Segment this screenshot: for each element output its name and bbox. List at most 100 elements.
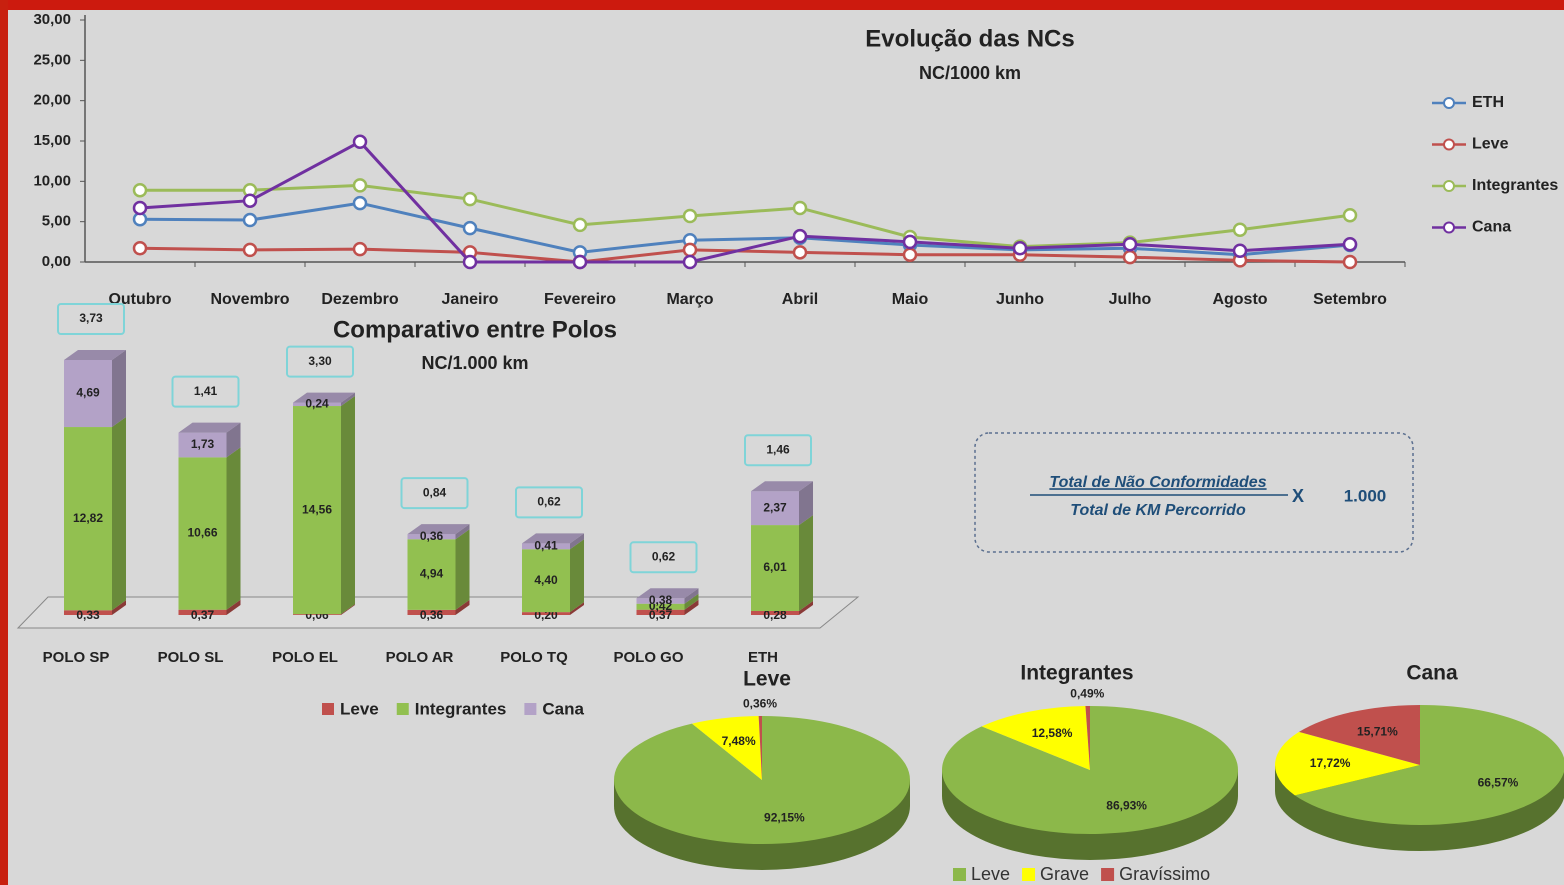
legend-label: Leve	[340, 699, 379, 718]
series-marker	[902, 247, 918, 262]
bar-segment	[178, 432, 227, 458]
bar-segment	[64, 360, 112, 428]
bar-value-label: 0,38	[649, 593, 673, 607]
x-tick-label: Junho	[996, 291, 1044, 308]
bar-value-label: 14,56	[302, 502, 332, 516]
pie-title: Integrantes	[1020, 662, 1133, 685]
x-tick-label: Outubro	[108, 291, 171, 308]
bar-top	[178, 422, 241, 433]
chart-subtitle: NC/1.000 km	[421, 353, 528, 373]
bar-side	[455, 529, 470, 610]
bar-side	[226, 422, 241, 458]
pie-slice	[758, 716, 762, 780]
bar-segment	[636, 603, 685, 610]
bar-top	[407, 524, 470, 535]
pie-value-label: 15,71%	[1357, 724, 1398, 738]
chart-subtitle: NC/1000 km	[919, 63, 1021, 83]
x-tick-label: POLO GO	[613, 649, 683, 666]
y-tick-label: 0,00	[42, 253, 71, 270]
bar-segment	[293, 614, 341, 615]
legend-marker	[1443, 180, 1455, 192]
series-marker	[352, 195, 368, 211]
x-tick-label: Maio	[892, 291, 929, 308]
total-label: 0,62	[537, 495, 561, 509]
bar-side	[226, 447, 241, 610]
chart-title: Evolução das NCs	[865, 25, 1074, 52]
bar-side	[799, 600, 813, 615]
total-box	[171, 375, 240, 408]
bar-segment	[751, 491, 799, 526]
x-tick-label: Agosto	[1212, 291, 1267, 308]
bar-side	[226, 599, 241, 615]
series-marker	[1122, 237, 1138, 252]
total-box	[400, 477, 469, 510]
bar-value-label: 0,37	[649, 608, 673, 622]
pie-slice	[692, 716, 762, 780]
bar-side	[570, 539, 584, 613]
bar-segment	[178, 457, 227, 610]
x-tick-label: Abril	[782, 291, 818, 308]
total-label: 0,84	[423, 485, 447, 499]
bar-top	[636, 588, 699, 599]
y-tick-label: 25,00	[33, 51, 71, 68]
series-marker	[462, 254, 478, 270]
bar-side	[799, 515, 813, 611]
x-tick-label: Setembro	[1313, 291, 1387, 308]
x-tick-label: POLO SP	[43, 649, 110, 666]
bar-side	[112, 417, 126, 611]
series-line	[139, 246, 1351, 264]
pie-value-label: 0,36%	[743, 697, 777, 711]
pie-slice	[1294, 705, 1564, 825]
formula-factor: 1.000	[1344, 486, 1387, 505]
bar-value-label: 10,66	[187, 526, 217, 540]
total-box	[286, 345, 354, 378]
bar-value-label: 12,82	[73, 511, 103, 525]
total-box	[515, 486, 583, 519]
formula-operator: X	[1292, 486, 1304, 506]
bar-segment	[293, 402, 341, 407]
bar-value-label: 6,01	[763, 560, 787, 574]
legend-label: Integrantes	[415, 699, 507, 718]
x-tick-label: POLO EL	[272, 649, 338, 666]
total-box	[744, 434, 812, 467]
x-tick-label: POLO AR	[386, 649, 454, 666]
bar-side	[341, 392, 355, 407]
legend-label: Cana	[542, 699, 584, 718]
pie-slice	[1275, 731, 1420, 796]
pie-slice	[941, 706, 1238, 834]
y-tick-label: 10,00	[33, 172, 71, 189]
series-marker	[1012, 241, 1028, 256]
series-marker	[792, 228, 808, 244]
bar-side	[684, 599, 699, 615]
bar-value-label: 0,36	[420, 529, 444, 543]
bar-segment	[522, 549, 570, 613]
series-marker	[1232, 222, 1248, 237]
series-marker	[132, 182, 148, 198]
bar-value-label: 0,36	[420, 608, 444, 622]
series-marker	[682, 208, 698, 224]
legend-label: Gravíssimo	[1119, 864, 1210, 884]
pie-value-label: 0,49%	[1070, 687, 1104, 701]
bar-top	[522, 533, 584, 544]
total-label: 0,62	[652, 549, 676, 563]
bar-value-label: 4,40	[534, 573, 558, 587]
formula-numerator: Total de Não Conformidades	[1049, 474, 1266, 491]
legend-label: Grave	[1040, 864, 1089, 884]
series-marker	[352, 178, 368, 193]
x-tick-label: Julho	[1109, 291, 1152, 308]
bar-value-label: 2,37	[763, 500, 787, 514]
bar-segment	[178, 609, 227, 615]
total-label: 3,73	[79, 311, 103, 325]
bar-segment	[407, 609, 456, 615]
pie-slice	[613, 716, 910, 844]
bar-value-label: 4,94	[420, 567, 444, 581]
legend-swatch	[953, 868, 966, 881]
bar-top	[64, 350, 126, 360]
legend-label: Leve	[971, 864, 1010, 884]
pie-value-label: 7,48%	[722, 734, 756, 748]
legend-label: Leve	[1472, 136, 1509, 153]
bar-side	[112, 600, 126, 615]
legend-label: Integrantes	[1472, 177, 1558, 194]
bar-side	[455, 524, 470, 540]
